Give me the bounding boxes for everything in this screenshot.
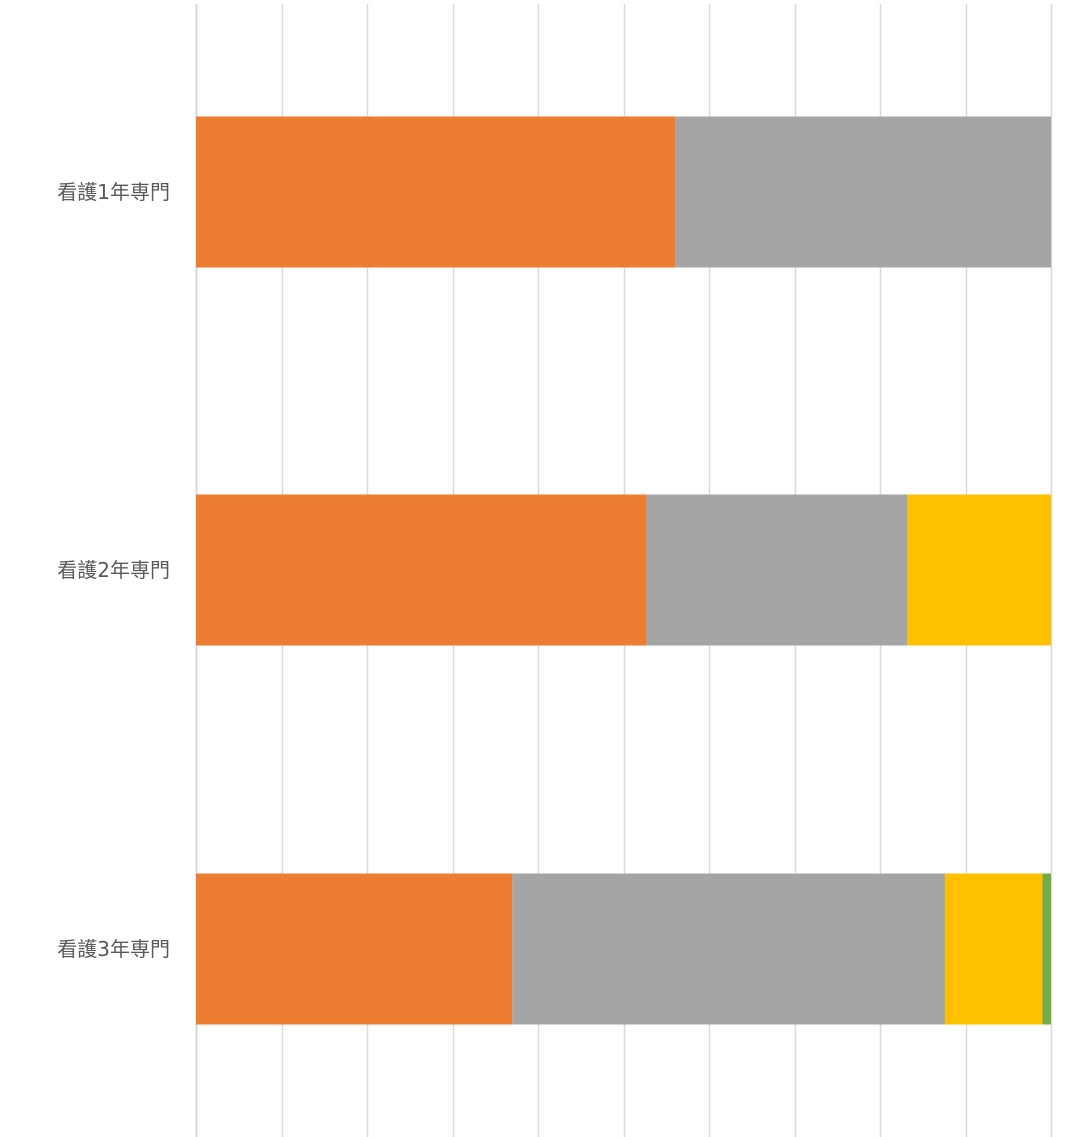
bars [196, 116, 1051, 1025]
bar-segment-series-1 [196, 873, 513, 1025]
category-label: 看護1年専門 [57, 180, 170, 204]
bar-segment-series-4 [1042, 873, 1051, 1025]
category-label: 看護3年専門 [57, 937, 170, 961]
bar-segment-series-3 [944, 873, 1043, 1025]
bar-segment-series-1 [196, 116, 676, 268]
bar-segment-series-2 [675, 116, 1051, 268]
bar-segment-series-2 [512, 873, 945, 1025]
category-label: 看護2年専門 [57, 558, 170, 582]
bar-segment-series-1 [196, 494, 647, 646]
bar-segment-series-3 [907, 494, 1051, 646]
bar-segment-series-2 [646, 494, 908, 646]
